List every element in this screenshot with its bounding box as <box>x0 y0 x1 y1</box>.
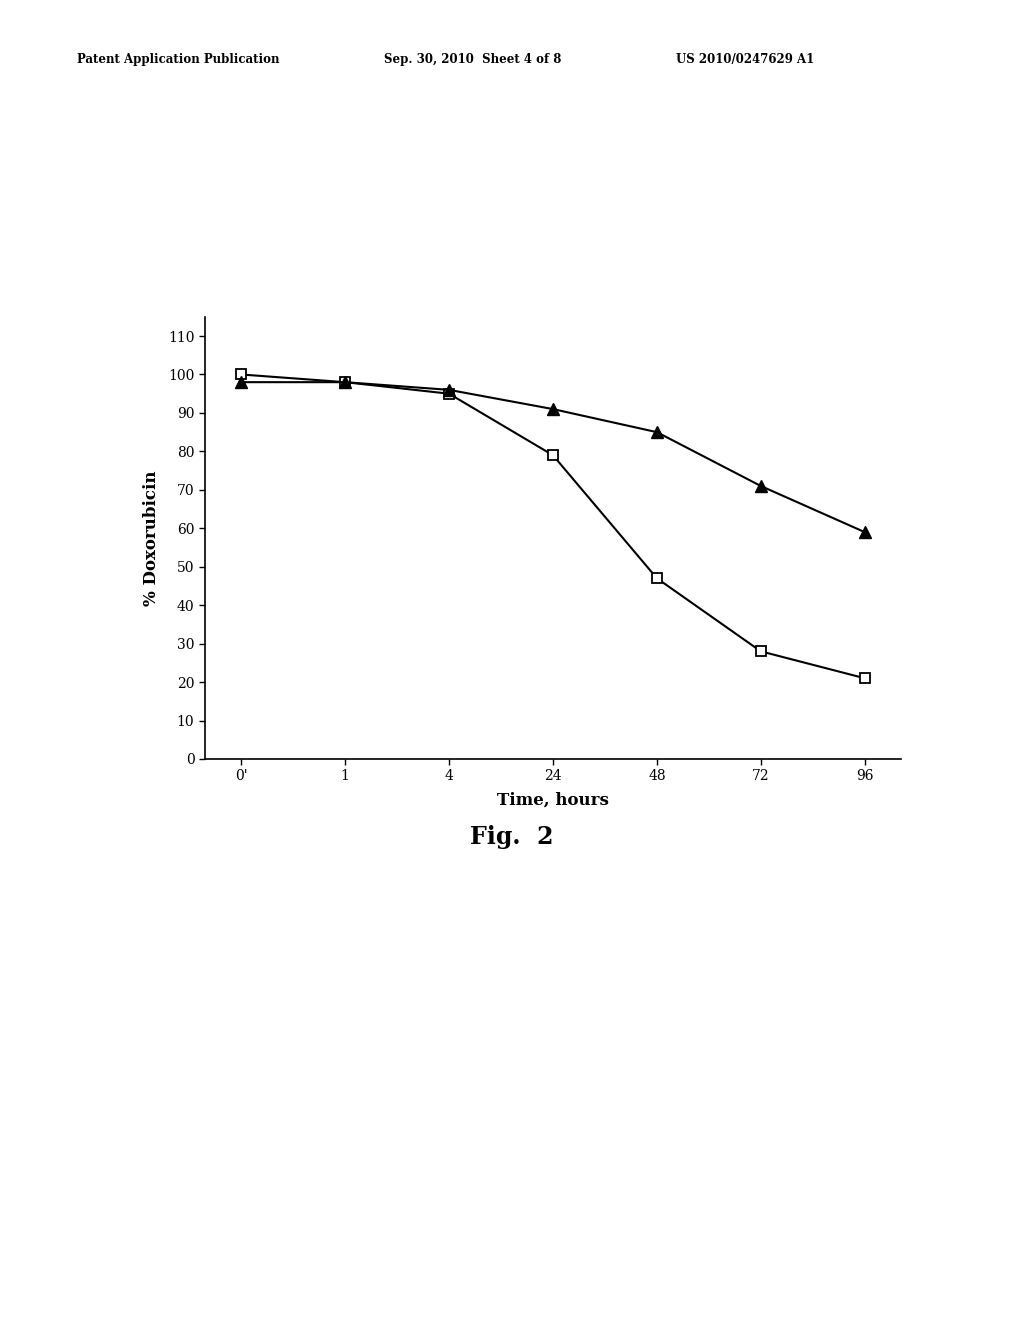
Text: US 2010/0247629 A1: US 2010/0247629 A1 <box>676 53 814 66</box>
Y-axis label: % Doxorubicin: % Doxorubicin <box>142 470 160 606</box>
Text: Patent Application Publication: Patent Application Publication <box>77 53 280 66</box>
X-axis label: Time, hours: Time, hours <box>497 792 609 809</box>
Text: Sep. 30, 2010  Sheet 4 of 8: Sep. 30, 2010 Sheet 4 of 8 <box>384 53 561 66</box>
Text: Fig.  2: Fig. 2 <box>470 825 554 849</box>
